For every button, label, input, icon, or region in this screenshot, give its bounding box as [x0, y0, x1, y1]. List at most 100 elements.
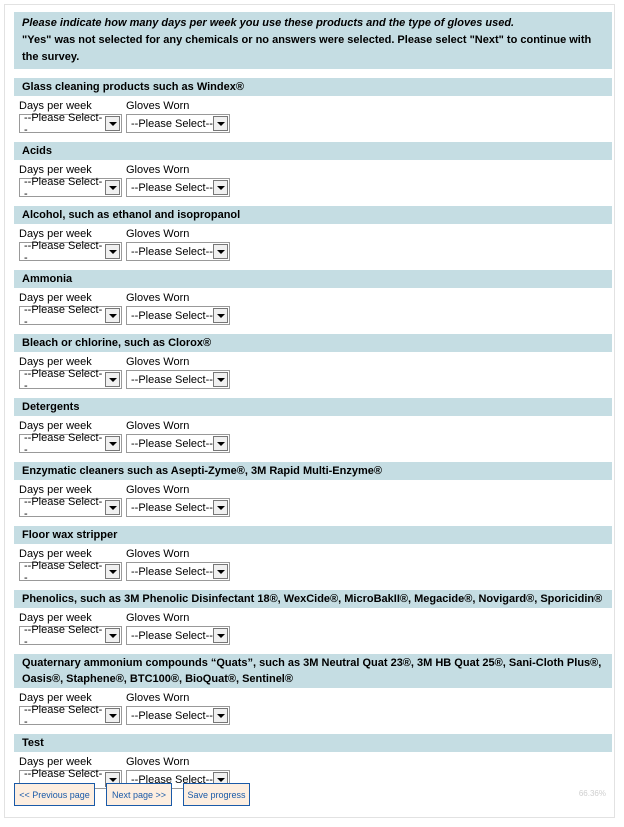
days-per-week-select[interactable]: --Please Select-- — [19, 175, 122, 200]
dropdown-arrow-icon[interactable] — [213, 308, 228, 323]
gloves-worn-label: Gloves Worn — [126, 420, 190, 432]
dropdown-arrow-icon[interactable] — [213, 244, 228, 259]
select-value: --Please Select-- — [24, 559, 103, 584]
section-title: Ammonia — [14, 270, 612, 288]
days-per-week-label: Days per week — [19, 756, 92, 768]
select-value: --Please Select-- — [24, 303, 103, 328]
dropdown-arrow-icon[interactable] — [213, 708, 228, 723]
select-value: --Please Select-- — [131, 309, 213, 322]
days-per-week-label: Days per week — [19, 420, 92, 432]
select-value: --Please Select-- — [24, 111, 103, 136]
previous-page-button[interactable]: << Previous page — [14, 783, 95, 806]
question-section: Ammonia Days per week Gloves Worn --Plea… — [14, 270, 612, 328]
dropdown-arrow-icon[interactable] — [105, 116, 120, 131]
select-value: --Please Select-- — [131, 437, 213, 450]
gloves-worn-label: Gloves Worn — [126, 356, 190, 368]
select-value: --Please Select-- — [24, 175, 103, 200]
select-value: --Please Select-- — [24, 367, 103, 392]
dropdown-arrow-icon[interactable] — [213, 372, 228, 387]
days-per-week-select[interactable]: --Please Select-- — [19, 703, 122, 728]
dropdown-arrow-icon[interactable] — [213, 116, 228, 131]
select-value: --Please Select-- — [131, 245, 213, 258]
question-section: Enzymatic cleaners such as Asepti-Zyme®,… — [14, 462, 612, 520]
days-per-week-select[interactable]: --Please Select-- — [19, 111, 122, 136]
section-title: Quaternary ammonium compounds “Quats”, s… — [14, 654, 612, 688]
select-value: --Please Select-- — [24, 431, 103, 456]
dropdown-arrow-icon[interactable] — [105, 500, 120, 515]
dropdown-arrow-icon[interactable] — [213, 436, 228, 451]
question-section: Floor wax stripper Days per week Gloves … — [14, 526, 612, 584]
dropdown-arrow-icon[interactable] — [105, 564, 120, 579]
gloves-worn-select[interactable]: --Please Select-- — [126, 306, 230, 325]
select-value: --Please Select-- — [24, 495, 103, 520]
section-title: Phenolics, such as 3M Phenolic Disinfect… — [14, 590, 612, 608]
gloves-worn-select[interactable]: --Please Select-- — [126, 434, 230, 453]
section-title: Detergents — [14, 398, 612, 416]
dropdown-arrow-icon[interactable] — [105, 244, 120, 259]
section-title: Enzymatic cleaners such as Asepti-Zyme®,… — [14, 462, 612, 480]
gloves-worn-label: Gloves Worn — [126, 100, 190, 112]
dropdown-arrow-icon[interactable] — [213, 500, 228, 515]
gloves-worn-select[interactable]: --Please Select-- — [126, 178, 230, 197]
question-section: Test Days per week Gloves Worn --Please … — [14, 734, 612, 792]
next-page-button[interactable]: Next page >> — [106, 783, 172, 806]
select-value: --Please Select-- — [24, 703, 103, 728]
question-section: Quaternary ammonium compounds “Quats”, s… — [14, 654, 612, 728]
section-title: Bleach or chlorine, such as Clorox® — [14, 334, 612, 352]
dropdown-arrow-icon[interactable] — [213, 564, 228, 579]
dropdown-arrow-icon[interactable] — [105, 708, 120, 723]
dropdown-arrow-icon[interactable] — [105, 180, 120, 195]
dropdown-arrow-icon[interactable] — [213, 628, 228, 643]
select-value: --Please Select-- — [131, 629, 213, 642]
dropdown-arrow-icon[interactable] — [105, 628, 120, 643]
gloves-worn-label: Gloves Worn — [126, 612, 190, 624]
days-per-week-label: Days per week — [19, 228, 92, 240]
gloves-worn-select[interactable]: --Please Select-- — [126, 626, 230, 645]
section-title: Test — [14, 734, 612, 752]
days-per-week-label: Days per week — [19, 692, 92, 704]
gloves-worn-label: Gloves Worn — [126, 292, 190, 304]
select-value: --Please Select-- — [131, 373, 213, 386]
question-section: Detergents Days per week Gloves Worn --P… — [14, 398, 612, 456]
days-per-week-select[interactable]: --Please Select-- — [19, 303, 122, 328]
gloves-worn-select[interactable]: --Please Select-- — [126, 370, 230, 389]
dropdown-arrow-icon[interactable] — [105, 308, 120, 323]
gloves-worn-select[interactable]: --Please Select-- — [126, 706, 230, 725]
select-value: --Please Select-- — [131, 117, 213, 130]
dropdown-arrow-icon[interactable] — [105, 372, 120, 387]
days-per-week-label: Days per week — [19, 164, 92, 176]
select-value: --Please Select-- — [131, 181, 213, 194]
dropdown-arrow-icon[interactable] — [213, 180, 228, 195]
save-progress-button[interactable]: Save progress — [183, 783, 250, 806]
question-section: Glass cleaning products such as Windex® … — [14, 78, 612, 136]
question-section: Bleach or chlorine, such as Clorox® Days… — [14, 334, 612, 392]
days-per-week-label: Days per week — [19, 356, 92, 368]
gloves-worn-select[interactable]: --Please Select-- — [126, 242, 230, 261]
gloves-worn-select[interactable]: --Please Select-- — [126, 114, 230, 133]
days-per-week-label: Days per week — [19, 548, 92, 560]
select-value: --Please Select-- — [131, 773, 213, 786]
days-per-week-select[interactable]: --Please Select-- — [19, 367, 122, 392]
section-title: Alcohol, such as ethanol and isopropanol — [14, 206, 612, 224]
dropdown-arrow-icon[interactable] — [105, 436, 120, 451]
days-per-week-select[interactable]: --Please Select-- — [19, 431, 122, 456]
gloves-worn-select[interactable]: --Please Select-- — [126, 498, 230, 517]
question-section: Alcohol, such as ethanol and isopropanol… — [14, 206, 612, 264]
gloves-worn-select[interactable]: --Please Select-- — [126, 562, 230, 581]
days-per-week-label: Days per week — [19, 484, 92, 496]
gloves-worn-label: Gloves Worn — [126, 548, 190, 560]
days-per-week-select[interactable]: --Please Select-- — [19, 495, 122, 520]
section-title: Floor wax stripper — [14, 526, 612, 544]
days-per-week-label: Days per week — [19, 292, 92, 304]
days-per-week-select[interactable]: --Please Select-- — [19, 239, 122, 264]
days-per-week-select[interactable]: --Please Select-- — [19, 624, 122, 648]
gloves-worn-label: Gloves Worn — [126, 484, 190, 496]
instructions-line-1: Please indicate how many days per week y… — [22, 17, 515, 29]
gloves-worn-label: Gloves Worn — [126, 164, 190, 176]
select-value: --Please Select-- — [24, 239, 103, 264]
days-per-week-select[interactable]: --Please Select-- — [19, 559, 122, 584]
select-value: --Please Select-- — [131, 565, 213, 578]
instructions-line-2: "Yes" was not selected for any chemicals… — [22, 34, 592, 63]
question-section: Phenolics, such as 3M Phenolic Disinfect… — [14, 590, 612, 648]
question-section: Acids Days per week Gloves Worn --Please… — [14, 142, 612, 200]
